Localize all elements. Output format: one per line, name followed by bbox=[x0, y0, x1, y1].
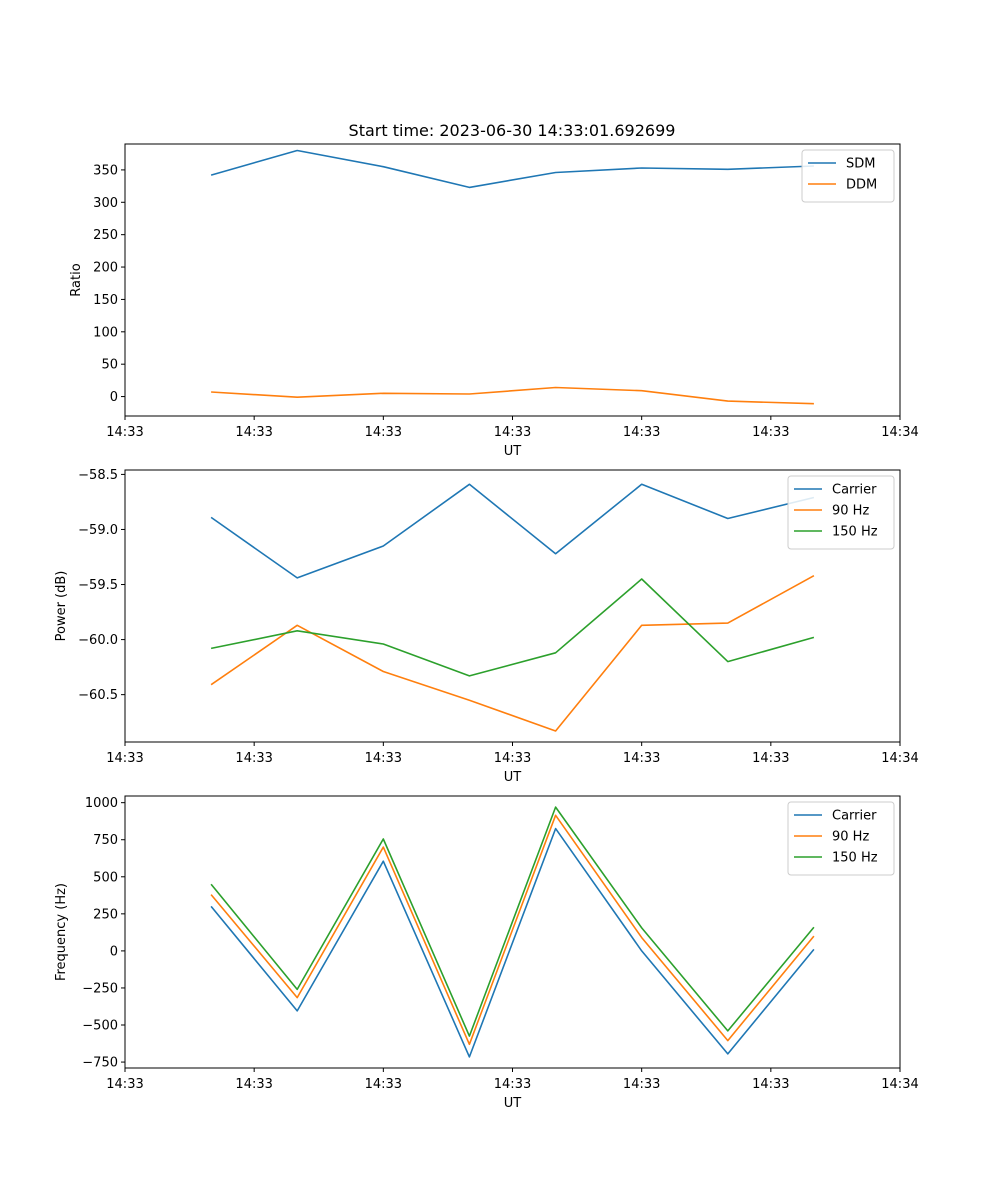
y-tick-label: 0 bbox=[110, 390, 118, 405]
x-axis-label: UT bbox=[504, 770, 522, 785]
x-tick-label: 14:33 bbox=[623, 751, 660, 766]
legend: SDM DDM bbox=[801, 149, 895, 203]
y-tick-label: 500 bbox=[93, 870, 118, 885]
x-tick-label: 14:33 bbox=[235, 1077, 272, 1092]
plot-ratio: 14:33 14:33 14:33 14:33 14:33 14:33 14:34 0 50 10… bbox=[69, 143, 919, 459]
legend-label: DDM bbox=[846, 178, 877, 193]
y-tick-label: 0 bbox=[110, 944, 118, 959]
x-tick-label: 14:33 bbox=[106, 1077, 143, 1092]
x-tick-label: 14:33 bbox=[106, 425, 143, 440]
x-tick-label: 14:33 bbox=[365, 1077, 402, 1092]
legend-label: 150 Hz bbox=[832, 525, 878, 540]
series-line-ddm bbox=[211, 386, 814, 405]
y-tick-label: 350 bbox=[93, 163, 118, 178]
x-tick-label: 14:33 bbox=[365, 425, 402, 440]
y-tick-label: −250 bbox=[82, 981, 118, 996]
y-tick-label: 250 bbox=[93, 228, 118, 243]
x-tick-label: 14:33 bbox=[494, 751, 531, 766]
series-line-sdm bbox=[210, 149, 814, 189]
x-tick-label: 14:34 bbox=[881, 425, 918, 440]
legend: Carrier 90 Hz 150 Hz bbox=[787, 475, 895, 550]
figure-title: Start time: 2023-06-30 14:33:01.692699 bbox=[349, 121, 676, 140]
series-line-150-hz bbox=[210, 806, 815, 1037]
y-tick-label: 100 bbox=[93, 325, 118, 340]
x-tick-label: 14:33 bbox=[752, 751, 789, 766]
x-tick-label: 14:33 bbox=[235, 425, 272, 440]
x-tick-label: 14:33 bbox=[752, 1077, 789, 1092]
y-tick-label: 750 bbox=[93, 833, 118, 848]
series-line-carrier bbox=[210, 483, 815, 579]
legend: Carrier 90 Hz 150 Hz bbox=[787, 801, 895, 876]
plot-power: 14:33 14:33 14:33 14:33 14:33 14:33 14:34 −58.5… bbox=[54, 468, 919, 785]
x-axis-label: UT bbox=[504, 444, 522, 459]
y-tick-label: 200 bbox=[93, 261, 118, 276]
x-tick-label: 14:33 bbox=[494, 425, 531, 440]
y-tick-label: 300 bbox=[93, 196, 118, 211]
legend-label: 90 Hz bbox=[832, 504, 869, 519]
x-tick-label: 14:33 bbox=[752, 425, 789, 440]
y-tick-label: −60.5 bbox=[78, 688, 118, 703]
x-tick-label: 14:34 bbox=[881, 751, 918, 766]
plot-frequency: 14:33 14:33 14:33 14:33 14:33 14:33 14:34 1000 7… bbox=[54, 795, 919, 1111]
x-tick-label: 14:33 bbox=[494, 1077, 531, 1092]
y-axis-label: Ratio bbox=[69, 263, 84, 296]
series-line-90-hz bbox=[210, 814, 815, 1046]
y-axis-label: Frequency (Hz) bbox=[54, 883, 69, 981]
x-tick-label: 14:33 bbox=[365, 751, 402, 766]
y-tick-label: 50 bbox=[101, 358, 118, 373]
series-line-carrier bbox=[210, 827, 815, 1058]
y-tick-label: −59.0 bbox=[78, 523, 118, 538]
x-tick-label: 14:33 bbox=[623, 1077, 660, 1092]
y-tick-label: −500 bbox=[82, 1019, 118, 1034]
y-tick-label: −750 bbox=[82, 1056, 118, 1071]
legend-label: 90 Hz bbox=[832, 830, 869, 845]
y-tick-label: 1000 bbox=[85, 796, 118, 811]
legend-label: 150 Hz bbox=[832, 851, 878, 866]
y-axis-label: Power (dB) bbox=[54, 571, 69, 642]
legend-label: Carrier bbox=[832, 809, 877, 824]
y-tick-label: −59.5 bbox=[78, 578, 118, 593]
legend-label: SDM bbox=[846, 157, 875, 172]
series-line-150-hz bbox=[210, 578, 815, 677]
y-tick-label: −58.5 bbox=[78, 468, 118, 483]
y-tick-label: 150 bbox=[93, 293, 118, 308]
x-tick-label: 14:33 bbox=[235, 751, 272, 766]
y-tick-label: 250 bbox=[93, 907, 118, 922]
x-tick-label: 14:33 bbox=[623, 425, 660, 440]
x-tick-label: 14:33 bbox=[106, 751, 143, 766]
x-axis-label: UT bbox=[504, 1096, 522, 1111]
legend-label: Carrier bbox=[832, 483, 877, 498]
x-tick-label: 14:34 bbox=[881, 1077, 918, 1092]
y-tick-label: −60.0 bbox=[78, 633, 118, 648]
